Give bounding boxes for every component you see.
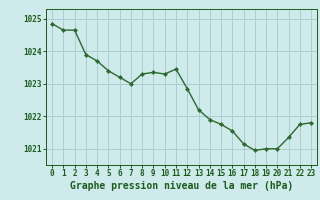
- X-axis label: Graphe pression niveau de la mer (hPa): Graphe pression niveau de la mer (hPa): [70, 181, 293, 191]
